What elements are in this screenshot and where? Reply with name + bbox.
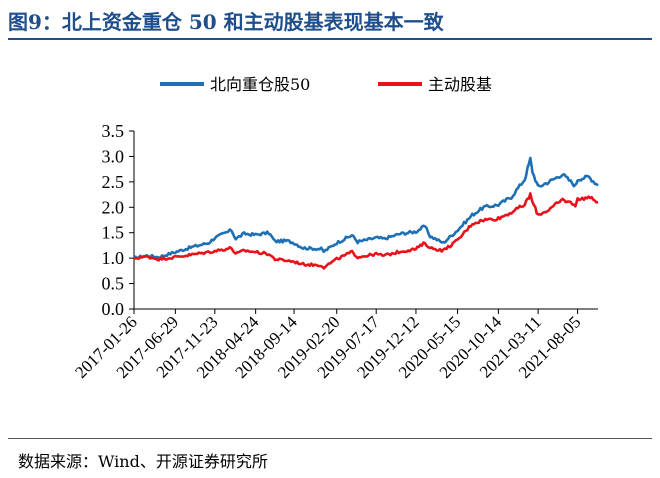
legend: 北向重仓股50 主动股基 xyxy=(160,75,492,94)
y-tick-label: 2.0 xyxy=(102,197,125,217)
y-tick-label: 1.0 xyxy=(102,248,125,268)
y-tick-label: 3.0 xyxy=(102,146,125,166)
y-axis: 0.0 0.5 1.0 1.5 2.0 2.5 3.0 3.5 xyxy=(102,121,135,319)
source-rule xyxy=(8,438,652,439)
y-tick-label: 1.5 xyxy=(102,223,125,243)
x-axis: 2017-01-262017-06-292017-11-232018-04-24… xyxy=(71,308,598,382)
series-layer xyxy=(133,156,599,270)
y-tick-label: 3.5 xyxy=(102,121,125,141)
title-rule xyxy=(8,38,652,40)
legend-label: 主动股基 xyxy=(428,75,492,94)
series-line xyxy=(133,156,599,260)
legend-label: 北向重仓股50 xyxy=(210,75,310,94)
figure-title: 图9：北上资金重仓 50 和主动股基表现基本一致 xyxy=(8,10,444,34)
line-chart: 北向重仓股50 主动股基 0.0 0.5 1.0 1.5 2.0 2.5 3.0 3.5 201… xyxy=(71,75,599,382)
series-line xyxy=(133,192,599,270)
source-note: 数据来源：Wind、开源证券研究所 xyxy=(18,452,268,471)
y-tick-label: 2.5 xyxy=(102,172,125,192)
y-tick-label: 0.0 xyxy=(102,299,125,319)
y-tick-label: 0.5 xyxy=(102,274,125,294)
